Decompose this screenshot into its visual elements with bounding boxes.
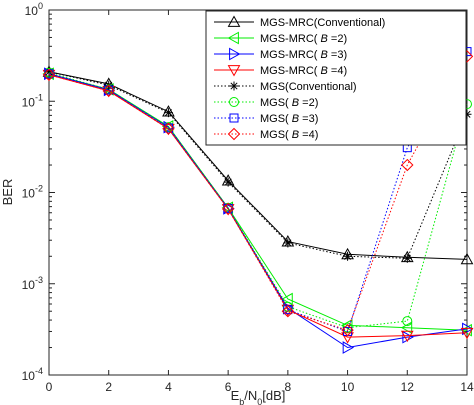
- x-tick-label: 14: [460, 380, 474, 394]
- series-line: [48, 51, 468, 333]
- data-point: [460, 327, 474, 340]
- data-point: [400, 330, 414, 343]
- x-tick-label: 10: [341, 380, 355, 394]
- x-tick-label: 12: [401, 380, 415, 394]
- legend-marker: [229, 113, 239, 123]
- data-point: [223, 177, 233, 187]
- x-tick-label: 8: [285, 380, 292, 394]
- data-point: [163, 108, 173, 118]
- data-point: [402, 316, 413, 327]
- y-tick-label: 100: [25, 1, 43, 18]
- y-tick-label: 10-4: [22, 366, 43, 383]
- series-line: [48, 72, 468, 329]
- series-7: [42, 50, 474, 337]
- series-line: [48, 71, 468, 260]
- legend-marker: [229, 97, 239, 107]
- legend: MGS-MRC(Conventional) MGS-MRC( B =2) MGS-M…: [205, 10, 467, 146]
- x-tick-label: 6: [225, 380, 232, 394]
- legend-label: MGS-MRC( B =3): [260, 49, 347, 61]
- x-tick-label: 0: [46, 380, 53, 394]
- data-point: [281, 305, 295, 318]
- x-tick-label: 4: [165, 380, 172, 394]
- data-point: [221, 202, 235, 216]
- data-point: [402, 253, 412, 263]
- data-point: [460, 252, 474, 265]
- data-point: [42, 68, 56, 81]
- data-point: [163, 123, 173, 133]
- legend-marker: [229, 81, 239, 91]
- data-point: [223, 203, 233, 213]
- axis-ticks: 0 2 4 6 8 10 12 14 100 10-1 10-2 10-3 10-4: [22, 1, 474, 394]
- legend-label: MGS( B =2): [260, 97, 318, 109]
- legend-label: MGS-MRC(Conventional): [260, 17, 385, 29]
- legend-box: [205, 10, 467, 146]
- series-line: [48, 56, 468, 331]
- legend-label: MGS( B =4): [260, 129, 318, 141]
- y-tick-label: 10-2: [22, 184, 43, 201]
- x-tick-label: 2: [105, 380, 112, 394]
- data-point: [343, 251, 353, 261]
- legend-label: MGS-MRC( B =4): [260, 65, 347, 77]
- legend-marker: [227, 31, 239, 45]
- legend-marker: [229, 47, 241, 61]
- legend-label: MGS( B =3): [260, 113, 318, 125]
- legend-marker: [227, 127, 241, 141]
- data-point: [401, 158, 414, 172]
- legend-marker: [227, 15, 241, 27]
- y-tick-label: 10-1: [22, 92, 43, 109]
- data-point: [162, 122, 175, 135]
- y-tick-label: 10-3: [22, 275, 43, 292]
- legend-label: MGS(Conventional): [260, 81, 357, 93]
- data-point: [400, 321, 413, 335]
- legend-marker: [227, 65, 241, 77]
- data-point: [283, 238, 293, 248]
- data-point: [102, 84, 115, 98]
- legend-label: MGS-MRC( B =2): [260, 33, 347, 45]
- x-axis-label: Eb/N0[dB]: [231, 388, 286, 405]
- series-layer: [42, 47, 474, 354]
- data-point: [341, 332, 354, 344]
- data-point: [341, 323, 354, 337]
- data-point: [342, 341, 355, 354]
- y-axis-label: BER: [0, 179, 15, 206]
